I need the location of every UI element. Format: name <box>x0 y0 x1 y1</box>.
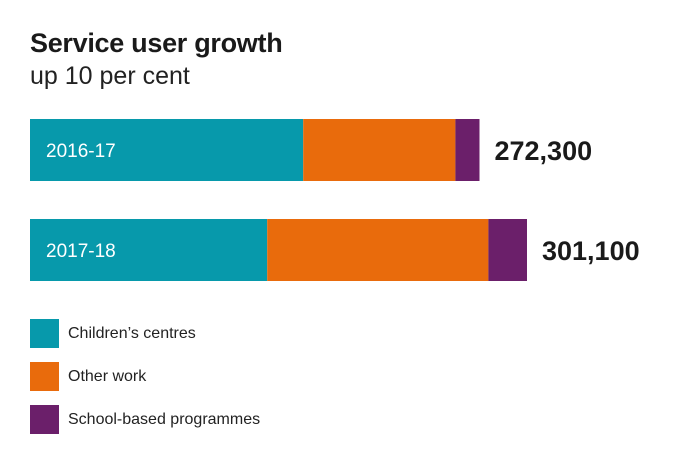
bar-segment-children-s-centres-2017-18 <box>30 219 268 281</box>
bar-segment-school-based-programmes-2016-17 <box>455 119 480 181</box>
chart-title: Service user growth <box>30 28 283 58</box>
chart-subtitle: up 10 per cent <box>30 62 190 90</box>
legend-item-other-work: Other work <box>30 361 260 392</box>
total-label-2017-18: 301,100 <box>542 236 640 266</box>
legend-item-school-based-programmes: School-based programmes <box>30 404 260 435</box>
legend-label: School-based programmes <box>68 410 261 428</box>
legend-label: Children’s centres <box>68 324 196 342</box>
legend: Children’s centres Other work School-based… <box>30 318 260 447</box>
legend-swatch <box>30 319 59 348</box>
bar-segment-children-s-centres-2016-17 <box>30 119 304 181</box>
stacked-bar-chart: 2016-17 272,300 2017-18 301,100 <box>30 119 640 281</box>
legend-item-children-s-centres: Children’s centres <box>30 318 260 349</box>
legend-swatch <box>30 405 59 434</box>
bar-segment-other-work-2017-18 <box>267 219 489 281</box>
legend-label: Other work <box>68 367 147 385</box>
bar-segment-school-based-programmes-2017-18 <box>488 219 527 281</box>
category-label-2017-18: 2017-18 <box>46 241 116 262</box>
bar-segment-other-work-2016-17 <box>303 119 456 181</box>
total-label-2016-17: 272,300 <box>495 136 593 166</box>
legend-swatch <box>30 362 59 391</box>
category-label-2016-17: 2016-17 <box>46 141 116 162</box>
